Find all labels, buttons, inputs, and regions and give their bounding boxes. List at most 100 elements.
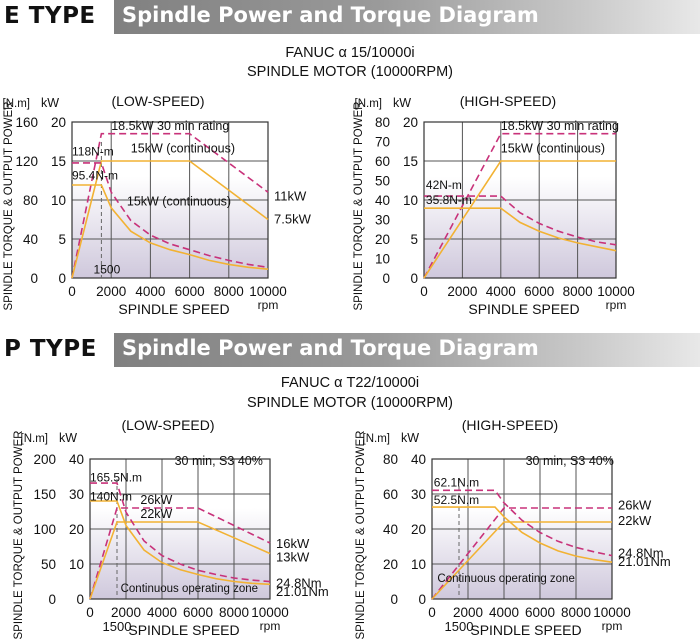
- torque-unit-label: [N.m]: [355, 98, 382, 110]
- end-value-label: 22kW: [618, 513, 652, 528]
- curve-annotation: 15kW (continuous): [127, 194, 231, 208]
- power-tick-label: 0: [58, 271, 66, 286]
- e-type-tag: E TYPE: [0, 0, 112, 34]
- x-tick-label: 2000: [453, 605, 483, 620]
- curve-annotation: 18.5kW 30 min rating: [111, 119, 229, 133]
- power-tick-label: 20: [69, 522, 84, 537]
- curve-annotation: 140N.m: [90, 489, 132, 503]
- e-type-banner: Spindle Power and Torque Diagram: [114, 0, 700, 34]
- power-tick-label: 30: [411, 487, 426, 502]
- curve-annotation: 18.5kW 30 min rating: [501, 119, 619, 133]
- power-tick-label: 15: [51, 154, 66, 169]
- end-value-label: 24.8Nm: [276, 576, 322, 591]
- plot-frame: [431, 458, 613, 600]
- x-unit-label: rpm: [260, 619, 281, 633]
- plot-frame: [89, 458, 271, 600]
- torque-tick-label: 40: [375, 193, 390, 208]
- p-type-tag: P TYPE: [0, 333, 112, 367]
- power-tick-label: 10: [69, 557, 84, 572]
- x-tick-label: 6000: [524, 284, 554, 299]
- chart-title: (HIGH-SPEED): [460, 93, 556, 109]
- p-type-banner: Spindle Power and Torque Diagram: [114, 333, 700, 367]
- power-curve-dashed: [431, 507, 612, 600]
- torque-tick-label: 20: [375, 232, 390, 247]
- x-axis-title: SPINDLE SPEED: [118, 301, 229, 317]
- x-unit-label: rpm: [258, 298, 279, 312]
- torque-curve-solid: [90, 500, 271, 586]
- curve-annotation: 52.5N.m: [434, 493, 479, 507]
- x-axis-title: SPINDLE SPEED: [128, 622, 239, 638]
- torque-curve-dashed: [424, 195, 617, 246]
- y-axis-title: SPINDLE TORQUE & OUTPUT POWER: [3, 102, 15, 311]
- power-tick-label: 20: [411, 522, 426, 537]
- end-value-label: 24.8Nm: [618, 545, 664, 560]
- torque-tick-label: 40: [23, 232, 38, 247]
- power-unit-label: kW: [401, 431, 419, 445]
- x-tick-label: 2000: [96, 284, 126, 299]
- torque-tick-label: 10: [375, 252, 390, 267]
- power-curve-dashed: [89, 507, 271, 600]
- torque-tick-label: 60: [383, 487, 398, 502]
- curve-annotation: 118N-m: [72, 145, 114, 159]
- guide-speed-label: 1500: [445, 619, 474, 634]
- torque-tick-label: 70: [375, 135, 390, 150]
- torque-tick-label: 50: [41, 557, 56, 572]
- x-tick-label: 10000: [249, 284, 287, 299]
- curve-annotation: 95.4N-m: [72, 169, 118, 183]
- power-tick-label: 0: [76, 592, 84, 607]
- power-unit-label: kW: [59, 431, 77, 445]
- power-unit-label: kW: [393, 96, 411, 110]
- power-curve-solid: [423, 160, 616, 279]
- x-tick-label: 0: [428, 605, 436, 620]
- torque-tick-label: 80: [23, 193, 38, 208]
- torque-unit-label: [N.m]: [363, 433, 390, 445]
- chart-title: (LOW-SPEED): [121, 417, 214, 433]
- x-tick-label: 0: [86, 605, 94, 620]
- power-tick-label: 10: [403, 193, 418, 208]
- y-axis-title: SPINDLE TORQUE & OUTPUT POWER: [353, 102, 365, 311]
- torque-tick-label: 50: [375, 174, 390, 189]
- power-tick-label: 10: [411, 557, 426, 572]
- power-curve-solid: [431, 521, 612, 600]
- torque-tick-label: 0: [390, 592, 398, 607]
- x-unit-label: rpm: [606, 298, 627, 312]
- curve-annotation: 165.5N.m: [90, 470, 142, 484]
- power-tick-label: 30: [69, 487, 84, 502]
- curve-annotation: 15kW (continuous): [131, 141, 235, 155]
- x-tick-label: 6000: [175, 284, 205, 299]
- e-type-banner-title: Spindle Power and Torque Diagram: [122, 3, 539, 27]
- curve-annotation: 42N-m: [426, 178, 462, 192]
- end-value-label: 26kW: [618, 498, 652, 513]
- torque-tick-label: 200: [33, 452, 56, 467]
- e-type-model: FANUC α 15/10000i: [285, 45, 415, 61]
- torque-unit-label: [N.m]: [3, 98, 30, 110]
- x-tick-label: 10000: [597, 284, 635, 299]
- end-value-label: 13kW: [276, 550, 310, 565]
- x-tick-label: 0: [68, 284, 76, 299]
- torque-curve-solid: [424, 207, 617, 252]
- x-axis-title: SPINDLE SPEED: [470, 622, 581, 638]
- curve-annotation: Continuous operating zone: [437, 573, 574, 585]
- power-tick-label: 10: [51, 193, 66, 208]
- power-tick-label: 40: [69, 452, 84, 467]
- torque-tick-label: 40: [383, 522, 398, 537]
- power-tick-label: 0: [418, 592, 426, 607]
- torque-curve-dashed: [72, 162, 269, 269]
- power-curve-solid: [71, 160, 269, 279]
- torque-curve-dashed: [90, 482, 271, 583]
- torque-tick-label: 0: [30, 271, 38, 286]
- x-unit-label: rpm: [602, 619, 623, 633]
- x-tick-label: 4000: [147, 605, 177, 620]
- torque-curve-solid: [72, 184, 269, 270]
- torque-tick-label: 100: [33, 522, 56, 537]
- end-value-label: 11kW: [274, 188, 307, 203]
- power-tick-label: 0: [410, 271, 418, 286]
- x-tick-label: 8000: [561, 605, 591, 620]
- x-tick-label: 8000: [214, 284, 244, 299]
- end-value-label: 7.5kW: [274, 212, 312, 227]
- curve-annotation: 35.8N-m: [426, 193, 472, 207]
- x-tick-label: 0: [420, 284, 428, 299]
- torque-tick-label: 80: [383, 452, 398, 467]
- end-value-label: 16kW: [276, 536, 310, 551]
